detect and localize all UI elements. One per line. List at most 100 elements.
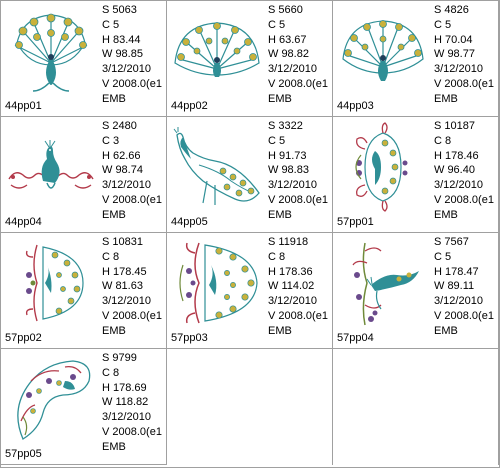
color-count: C 5 [434,250,452,263]
color-count: C 5 [102,18,120,31]
design-file-cell[interactable]: 44pp03 S 4826 C 5 H 70.04 W 98.77 3/12/2… [333,1,499,117]
file-name-label: 44pp02 [171,100,208,112]
file-stats: S 10187 C 8 H 178.46 W 96.40 3/12/2010 V… [434,119,494,223]
color-count: C 5 [434,18,452,31]
file-stats: S 11918 C 8 H 178.36 W 114.02 3/12/2010 … [268,235,328,339]
design-file-cell[interactable]: 44pp01 S 5063 C 5 H 83.44 W 98.85 3/12/2… [1,1,167,117]
file-date: 3/12/2010 [434,295,483,308]
width-value: W 81.63 [102,280,143,293]
file-date: 3/12/2010 [268,63,317,76]
file-format: EMB [102,324,126,337]
design-file-cell[interactable]: 44pp02 S 5660 C 5 H 63.67 W 98.82 3/12/2… [167,1,333,117]
file-format: EMB [102,440,126,453]
file-stats: S 5063 C 5 H 83.44 W 98.85 3/12/2010 V 2… [102,3,162,107]
file-date: 3/12/2010 [268,295,317,308]
file-date: 3/12/2010 [102,63,151,76]
file-name-label: 57pp02 [5,332,42,344]
design-file-cell[interactable]: 57pp05 S 9799 C 8 H 178.69 W 118.82 3/12… [1,349,167,465]
height-value: H 178.45 [102,265,147,278]
file-name-label: 44pp01 [5,100,42,112]
height-value: H 178.36 [268,265,313,278]
width-value: W 98.83 [268,164,309,177]
stitch-count: S 7567 [434,236,469,248]
peacock-fan-icon [3,3,99,99]
version-value: V 2008.0(e1 [434,77,494,90]
design-file-cell[interactable]: 57pp03 S 11918 C 8 H 178.36 W 114.02 3/1… [167,233,333,349]
file-stats: S 9799 C 8 H 178.69 W 118.82 3/12/2010 V… [102,351,162,455]
peacock-fan-wide-icon [169,3,265,99]
stitch-count: S 10187 [434,120,475,132]
peacock-paisley-icon [3,351,99,447]
height-value: H 91.73 [268,149,307,162]
stitch-count: S 2480 [102,120,137,132]
file-date: 3/12/2010 [434,63,483,76]
color-count: C 5 [268,134,286,147]
version-value: V 2008.0(e1 [268,77,328,90]
file-date: 3/12/2010 [434,179,483,192]
file-format: EMB [268,208,292,221]
height-value: H 178.46 [434,149,479,162]
stitch-count: S 9799 [102,352,137,364]
peacock-half-fan-icon [3,235,99,331]
height-value: H 178.47 [434,265,479,278]
stitch-count: S 3322 [268,120,303,132]
height-value: H 70.04 [434,33,473,46]
design-file-cell[interactable]: 57pp02 S 10831 C 8 H 178.45 W 81.63 3/12… [1,233,167,349]
empty-cell [333,349,499,465]
color-count: C 3 [102,134,120,147]
peacock-floral-icon [335,119,431,215]
file-stats: S 3322 C 5 H 91.73 W 98.83 3/12/2010 V 2… [268,119,328,223]
version-value: V 2008.0(e1 [268,193,328,206]
stitch-count: S 5063 [102,4,137,16]
version-value: V 2008.0(e1 [434,309,494,322]
color-count: C 8 [102,366,120,379]
version-value: V 2008.0(e1 [102,309,162,322]
file-stats: S 2480 C 3 H 62.66 W 98.74 3/12/2010 V 2… [102,119,162,223]
file-format: EMB [268,92,292,105]
stitch-count: S 10831 [102,236,143,248]
width-value: W 96.40 [434,164,475,177]
design-file-cell[interactable]: 57pp01 S 10187 C 8 H 178.46 W 96.40 3/12… [333,117,499,233]
empty-cell [167,349,333,465]
stitch-count: S 5660 [268,4,303,16]
color-count: C 5 [268,18,286,31]
height-value: H 178.69 [102,381,147,394]
file-date: 3/12/2010 [102,179,151,192]
stitch-count: S 4826 [434,4,469,16]
file-format: EMB [268,324,292,337]
height-value: H 63.67 [268,33,307,46]
file-name-label: 57pp04 [337,332,374,344]
file-format: EMB [102,208,126,221]
file-stats: S 5660 C 5 H 63.67 W 98.82 3/12/2010 V 2… [268,3,328,107]
color-count: C 8 [102,250,120,263]
file-format: EMB [434,324,458,337]
design-file-cell[interactable]: 44pp04 S 2480 C 3 H 62.66 W 98.74 3/12/2… [1,117,167,233]
peacock-half-fan-icon [169,235,265,331]
design-file-cell[interactable]: 44pp05 S 3322 C 5 H 91.73 W 98.83 3/12/2… [167,117,333,233]
file-name-label: 57pp05 [5,448,42,460]
file-format: EMB [434,92,458,105]
height-value: H 62.66 [102,149,141,162]
width-value: W 98.74 [102,164,143,177]
file-name-label: 44pp04 [5,216,42,228]
file-name-label: 57pp03 [171,332,208,344]
peacock-walking-icon [169,119,265,215]
width-value: W 98.85 [102,48,143,61]
file-date: 3/12/2010 [102,411,151,424]
width-value: W 114.02 [268,280,315,293]
color-count: C 8 [268,250,286,263]
file-stats: S 4826 C 5 H 70.04 W 98.77 3/12/2010 V 2… [434,3,494,107]
file-name-label: 57pp01 [337,216,374,228]
width-value: W 118.82 [102,396,149,409]
design-file-cell[interactable]: 57pp04 S 7567 C 5 H 178.47 W 89.11 3/12/… [333,233,499,349]
file-stats: S 7567 C 5 H 178.47 W 89.11 3/12/2010 V … [434,235,494,339]
width-value: W 98.82 [268,48,309,61]
height-value: H 83.44 [102,33,141,46]
peacock-vine-icon [335,235,431,331]
width-value: W 98.77 [434,48,475,61]
file-stats: S 10831 C 8 H 178.45 W 81.63 3/12/2010 V… [102,235,162,339]
color-count: C 8 [434,134,452,147]
version-value: V 2008.0(e1 [102,77,162,90]
file-format: EMB [102,92,126,105]
